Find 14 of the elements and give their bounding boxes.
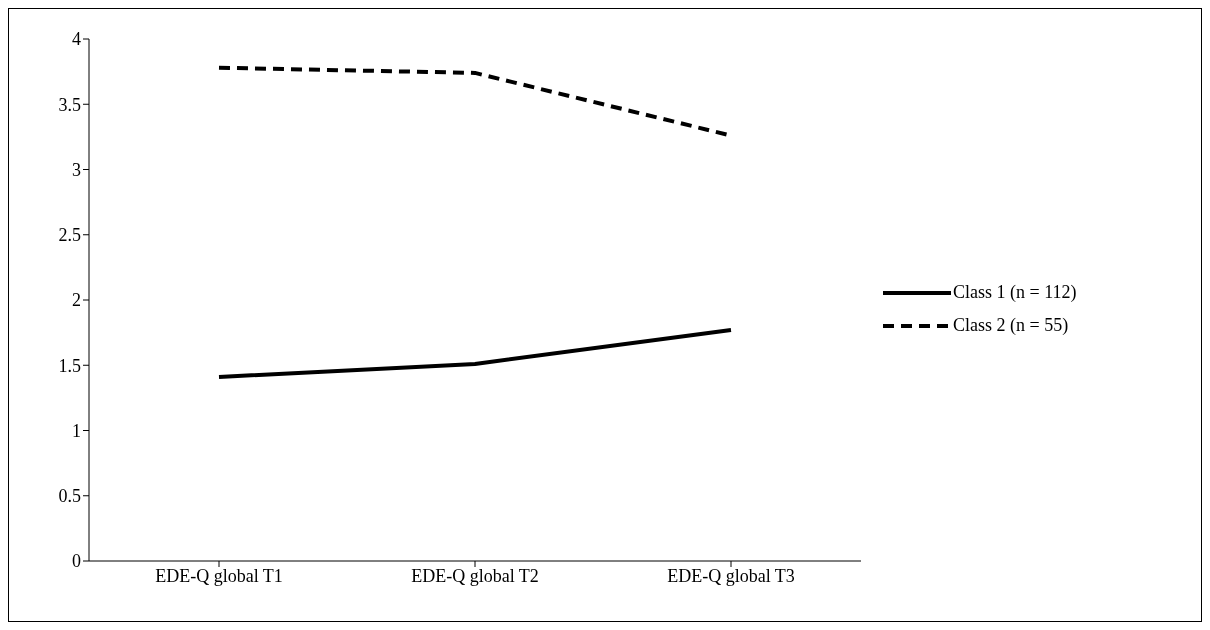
legend-label: Class 2 (n = 55) bbox=[953, 315, 1069, 336]
x-tick-label: EDE-Q global T2 bbox=[411, 565, 539, 586]
y-tick-label: 0.5 bbox=[58, 486, 81, 507]
y-tick-label: 4 bbox=[72, 29, 81, 50]
y-tick-label: 2 bbox=[72, 290, 81, 311]
x-tick-label: EDE-Q global T1 bbox=[155, 565, 283, 586]
y-tick-label: 1 bbox=[72, 420, 81, 441]
y-tick-label: 1.5 bbox=[58, 355, 81, 376]
y-tick-label: 3 bbox=[72, 159, 81, 180]
x-tick-label: EDE-Q global T3 bbox=[667, 565, 795, 586]
y-tick-label: 0 bbox=[72, 551, 81, 572]
y-tick-label: 2.5 bbox=[58, 225, 81, 246]
y-tick-label: 3.5 bbox=[58, 94, 81, 115]
legend-label: Class 1 (n = 112) bbox=[953, 282, 1077, 303]
